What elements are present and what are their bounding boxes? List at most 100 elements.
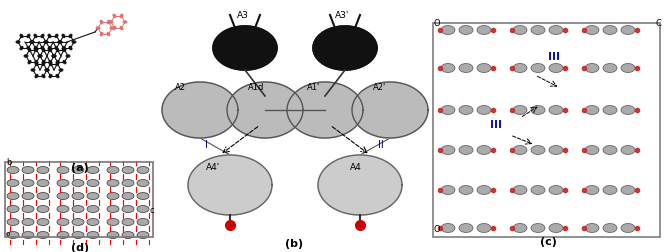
Ellipse shape: [459, 64, 473, 73]
Ellipse shape: [34, 34, 37, 38]
Ellipse shape: [72, 41, 76, 44]
Ellipse shape: [16, 41, 20, 44]
Ellipse shape: [100, 32, 103, 36]
Ellipse shape: [49, 62, 52, 66]
Bar: [433, 23, 660, 237]
Ellipse shape: [28, 48, 31, 52]
Ellipse shape: [123, 20, 127, 23]
Ellipse shape: [45, 69, 49, 72]
Ellipse shape: [513, 106, 527, 114]
Ellipse shape: [49, 60, 52, 64]
Ellipse shape: [513, 185, 527, 195]
Ellipse shape: [30, 41, 34, 44]
Ellipse shape: [585, 106, 599, 114]
Polygon shape: [287, 82, 363, 138]
Ellipse shape: [585, 25, 599, 35]
Ellipse shape: [7, 205, 19, 212]
Ellipse shape: [22, 193, 34, 200]
Ellipse shape: [59, 69, 63, 72]
Ellipse shape: [87, 179, 99, 186]
Ellipse shape: [57, 232, 69, 238]
Ellipse shape: [7, 179, 19, 186]
Ellipse shape: [7, 218, 19, 226]
Text: A1d: A1d: [248, 83, 264, 92]
Ellipse shape: [459, 185, 473, 195]
Text: b: b: [6, 158, 11, 167]
Ellipse shape: [72, 167, 84, 173]
Ellipse shape: [113, 26, 116, 30]
Ellipse shape: [30, 41, 34, 44]
Ellipse shape: [34, 46, 37, 50]
Ellipse shape: [87, 205, 99, 212]
Ellipse shape: [56, 62, 59, 66]
Ellipse shape: [24, 54, 28, 57]
Text: A2: A2: [175, 83, 186, 92]
Ellipse shape: [22, 179, 34, 186]
Ellipse shape: [56, 74, 59, 78]
Ellipse shape: [122, 205, 134, 212]
Text: A3': A3': [335, 11, 350, 20]
Ellipse shape: [42, 62, 45, 66]
Polygon shape: [227, 82, 303, 138]
Ellipse shape: [41, 34, 44, 38]
Ellipse shape: [72, 179, 84, 186]
Ellipse shape: [37, 167, 49, 173]
Text: (a): (a): [71, 163, 89, 173]
Ellipse shape: [37, 205, 49, 212]
Ellipse shape: [27, 46, 30, 50]
Ellipse shape: [42, 74, 45, 78]
Ellipse shape: [7, 167, 19, 173]
Ellipse shape: [45, 69, 49, 72]
Ellipse shape: [107, 218, 119, 226]
Ellipse shape: [603, 145, 617, 154]
Ellipse shape: [110, 26, 114, 29]
Ellipse shape: [621, 185, 635, 195]
Ellipse shape: [441, 224, 455, 233]
Ellipse shape: [49, 74, 52, 78]
Ellipse shape: [107, 232, 119, 238]
Ellipse shape: [585, 64, 599, 73]
Ellipse shape: [137, 232, 149, 238]
Ellipse shape: [549, 106, 563, 114]
Text: C: C: [655, 19, 661, 28]
Ellipse shape: [477, 64, 491, 73]
Ellipse shape: [87, 193, 99, 200]
Ellipse shape: [621, 145, 635, 154]
Ellipse shape: [72, 193, 84, 200]
Ellipse shape: [441, 25, 455, 35]
Ellipse shape: [52, 54, 56, 57]
Text: A1': A1': [307, 83, 320, 92]
Ellipse shape: [531, 145, 545, 154]
Ellipse shape: [56, 48, 59, 52]
Ellipse shape: [513, 64, 527, 73]
Ellipse shape: [22, 167, 34, 173]
Ellipse shape: [20, 34, 23, 38]
Ellipse shape: [477, 145, 491, 154]
Text: (b): (b): [285, 239, 303, 249]
Ellipse shape: [57, 193, 69, 200]
Ellipse shape: [137, 193, 149, 200]
Ellipse shape: [122, 179, 134, 186]
Ellipse shape: [531, 64, 545, 73]
Ellipse shape: [603, 185, 617, 195]
Ellipse shape: [22, 218, 34, 226]
Ellipse shape: [621, 106, 635, 114]
Text: o: o: [6, 231, 10, 237]
Ellipse shape: [109, 20, 113, 23]
Ellipse shape: [56, 60, 59, 64]
Text: c: c: [150, 206, 155, 215]
Polygon shape: [313, 26, 377, 70]
Ellipse shape: [549, 25, 563, 35]
Ellipse shape: [513, 25, 527, 35]
Ellipse shape: [122, 232, 134, 238]
Ellipse shape: [107, 205, 119, 212]
Ellipse shape: [513, 145, 527, 154]
Ellipse shape: [531, 25, 545, 35]
Ellipse shape: [37, 193, 49, 200]
Polygon shape: [352, 82, 428, 138]
Text: (c): (c): [540, 237, 556, 247]
Ellipse shape: [62, 46, 65, 50]
Text: A2': A2': [373, 83, 386, 92]
Ellipse shape: [621, 25, 635, 35]
Ellipse shape: [107, 32, 110, 36]
